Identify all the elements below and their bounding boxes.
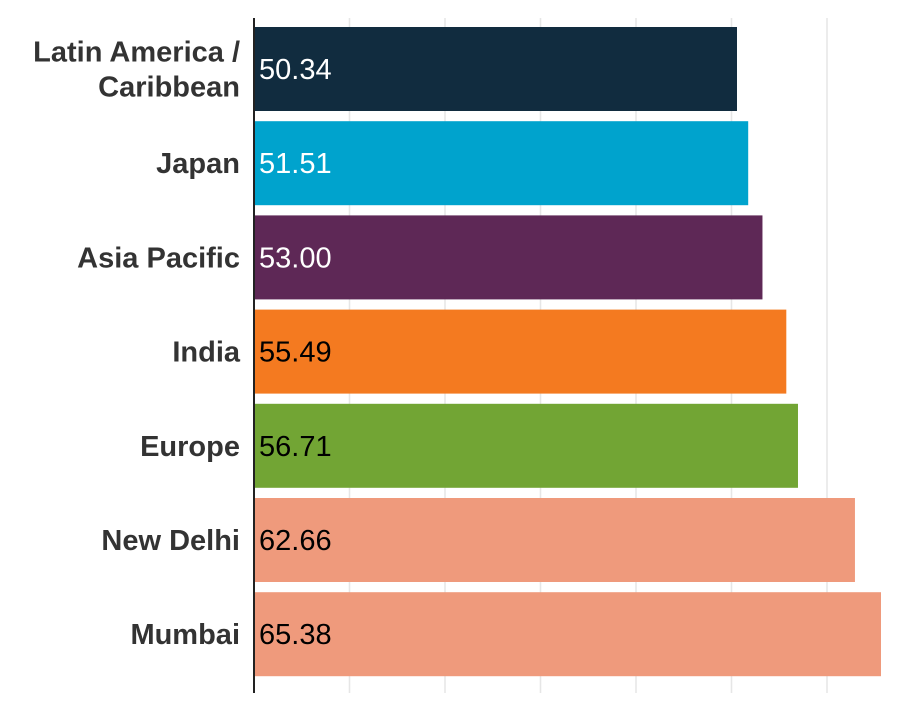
bar-3 [255,215,763,300]
bar-7 [255,592,881,677]
value-label-3: 53.00 [259,242,332,274]
bars: 50.34 51.51 53.00 55.49 56.71 62.66 65.38 [255,27,881,677]
category-labels: Latin America /Caribbean Japan Asia Pacifi… [33,37,241,652]
category-label-7: Mumbai [130,619,240,651]
bar-1 [255,27,737,111]
value-label-5: 56.71 [259,431,332,463]
category-label-1-line-2: Caribbean [98,72,240,104]
category-label-4: India [172,337,241,369]
bar-6 [255,498,855,582]
category-label-2: Japan [156,148,240,180]
bar-4 [255,309,787,394]
bar-2 [255,121,749,206]
category-label-3: Asia Pacific [77,242,240,274]
value-label-2: 51.51 [259,148,332,180]
category-label-1-line-1: Latin America / [33,37,240,69]
category-label-5: Europe [140,431,240,463]
bar-5 [255,403,798,488]
value-label-1: 50.34 [259,54,332,86]
value-label-4: 55.49 [259,337,332,369]
value-label-7: 65.38 [259,619,332,651]
value-label-6: 62.66 [259,525,332,557]
category-label-6: New Delhi [101,525,240,557]
